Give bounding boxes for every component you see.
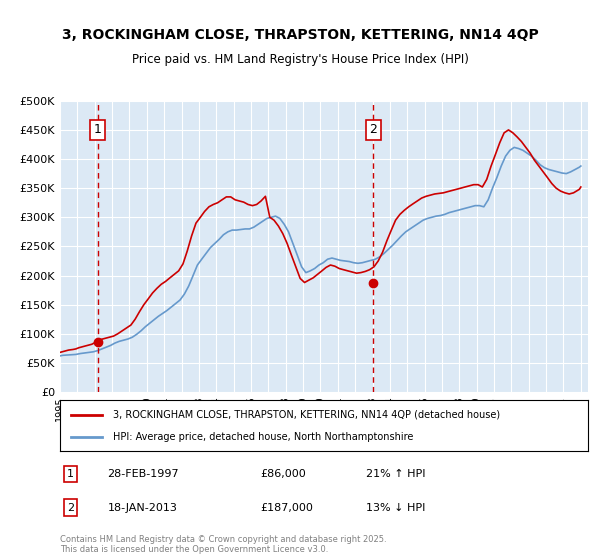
Text: Price paid vs. HM Land Registry's House Price Index (HPI): Price paid vs. HM Land Registry's House … [131, 53, 469, 66]
Text: 2: 2 [370, 123, 377, 137]
Text: 18-JAN-2013: 18-JAN-2013 [107, 502, 178, 512]
Text: 1: 1 [94, 123, 101, 137]
Text: Contains HM Land Registry data © Crown copyright and database right 2025.
This d: Contains HM Land Registry data © Crown c… [60, 535, 386, 554]
Text: 3, ROCKINGHAM CLOSE, THRAPSTON, KETTERING, NN14 4QP: 3, ROCKINGHAM CLOSE, THRAPSTON, KETTERIN… [62, 28, 538, 42]
Text: 2: 2 [67, 502, 74, 512]
Text: £187,000: £187,000 [260, 502, 314, 512]
Text: 28-FEB-1997: 28-FEB-1997 [107, 469, 179, 479]
Text: 3, ROCKINGHAM CLOSE, THRAPSTON, KETTERING, NN14 4QP (detached house): 3, ROCKINGHAM CLOSE, THRAPSTON, KETTERIN… [113, 409, 500, 419]
Text: 21% ↑ HPI: 21% ↑ HPI [366, 469, 426, 479]
Text: 13% ↓ HPI: 13% ↓ HPI [366, 502, 425, 512]
Text: HPI: Average price, detached house, North Northamptonshire: HPI: Average price, detached house, Nort… [113, 432, 413, 442]
Text: 1: 1 [67, 469, 74, 479]
Text: £86,000: £86,000 [260, 469, 307, 479]
